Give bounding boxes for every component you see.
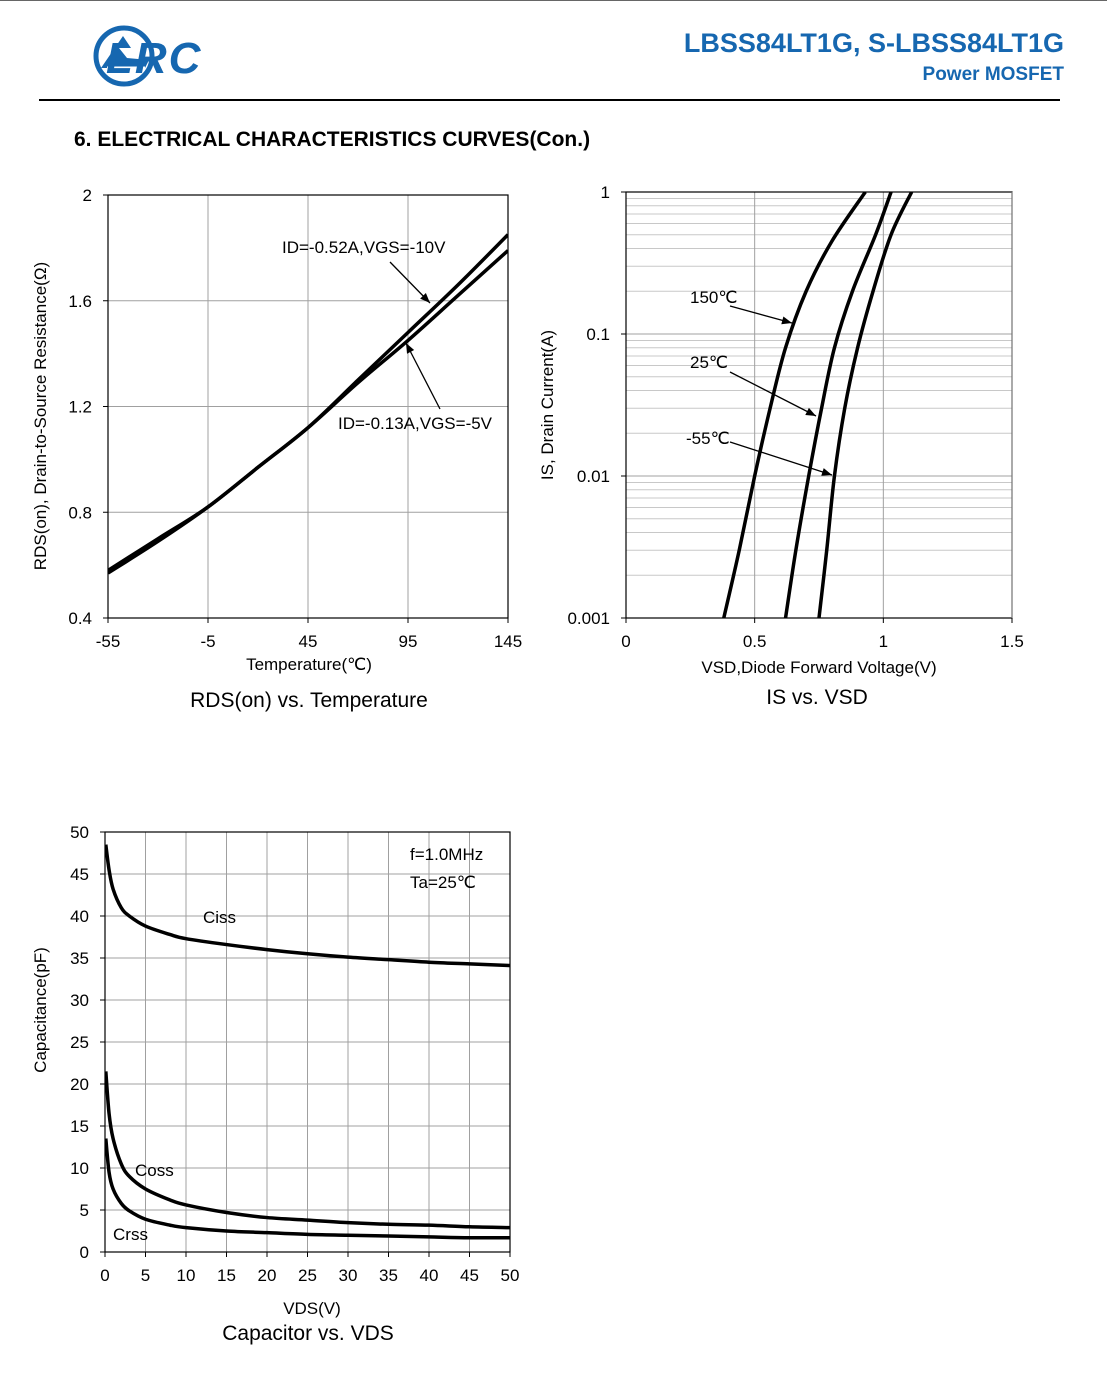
cap-x-tick-label: 0 bbox=[100, 1266, 109, 1285]
section-title: 6. ELECTRICAL CHARACTERISTICS CURVES(Con… bbox=[74, 128, 591, 151]
cap-annotation-coss: Coss bbox=[135, 1161, 174, 1180]
rds-y-tick-label: 0.4 bbox=[68, 609, 92, 628]
cap-y-tick-label: 5 bbox=[80, 1201, 89, 1220]
rds-x-tick-label: 95 bbox=[399, 632, 418, 651]
isvsd-annotation-arrow-150c-head bbox=[781, 316, 792, 325]
cap-y-tick-label: 20 bbox=[70, 1075, 89, 1094]
cap-annotation-ciss: Ciss bbox=[203, 908, 236, 927]
cap-y-tick-label: 30 bbox=[70, 991, 89, 1010]
cap-y-tick-label: 15 bbox=[70, 1117, 89, 1136]
rds-x-tick-label: -5 bbox=[200, 632, 215, 651]
isvsd-y-tick-label: 1 bbox=[601, 183, 610, 202]
rds-series-line-id-0-13a-vgs-5v bbox=[108, 249, 508, 575]
cap-x-tick-label: 25 bbox=[298, 1266, 317, 1285]
rds-annotation-vgs10: ID=-0.52A,VGS=-10V bbox=[282, 238, 446, 257]
rds-x-tick-label: 45 bbox=[299, 632, 318, 651]
cap-y-tick-label: 25 bbox=[70, 1033, 89, 1052]
isvsd-annotation-arrow-25c-head bbox=[805, 407, 816, 416]
cap-x-tick-label: 45 bbox=[460, 1266, 479, 1285]
cap-series-line-crss bbox=[105, 1138, 510, 1240]
rds-y-tick-label: 1.6 bbox=[68, 292, 92, 311]
cap-y-tick-label: 10 bbox=[70, 1159, 89, 1178]
isvsd-x-tick-label: 0 bbox=[621, 632, 630, 651]
cap-x-tick-label: 40 bbox=[420, 1266, 439, 1285]
cap-caption: Capacitor vs. VDS bbox=[222, 1322, 394, 1345]
cap-y-tick-label: 50 bbox=[70, 823, 89, 842]
isvsd-x-tick-label: 0.5 bbox=[743, 632, 767, 651]
isvsd-series-line-55 bbox=[817, 192, 914, 618]
isvsd-caption: IS vs. VSD bbox=[766, 686, 868, 709]
cap-x-tick-label: 5 bbox=[141, 1266, 150, 1285]
cap-y-tick-label: 35 bbox=[70, 949, 89, 968]
cap-x-tick-label: 20 bbox=[258, 1266, 277, 1285]
cap-x-tick-label: 35 bbox=[379, 1266, 398, 1285]
isvsd-annotation-150c: 150℃ bbox=[690, 288, 737, 307]
cap-y-tick-label: 40 bbox=[70, 907, 89, 926]
isvsd-annotation-25c: 25℃ bbox=[690, 353, 728, 372]
cap-y-axis-label: Capacitance(pF) bbox=[31, 947, 50, 1073]
isvsd-series-line-25 bbox=[783, 192, 893, 618]
isvsd-y-axis-label: IS, Drain Current(A) bbox=[538, 330, 557, 480]
cap-x-tick-label: 10 bbox=[177, 1266, 196, 1285]
rds-caption: RDS(on) vs. Temperature bbox=[190, 689, 428, 712]
cap-x-tick-label: 30 bbox=[339, 1266, 358, 1285]
cap-y-tick-label: 0 bbox=[80, 1243, 89, 1262]
cap-annotation-crss: Crss bbox=[113, 1225, 148, 1244]
rds-annotation-arrow-vgs5 bbox=[405, 342, 441, 410]
isvsd-plot-frame bbox=[625, 191, 1013, 619]
isvsd-y-tick-label: 0.1 bbox=[586, 325, 610, 344]
part-number: LBSS84LT1G, S-LBSS84LT1G bbox=[683, 28, 1064, 58]
rds-annotation-vgs5: ID=-0.13A,VGS=-5V bbox=[338, 414, 493, 433]
cap-x-tick-label: 50 bbox=[501, 1266, 520, 1285]
isvsd-y-tick-label: 0.001 bbox=[567, 609, 610, 628]
cap-x-tick-label: 15 bbox=[217, 1266, 236, 1285]
rds-annotation-arrow-vgs5-head bbox=[406, 343, 415, 354]
isvsd-annotation-arrow-25c bbox=[729, 371, 817, 417]
cap-condition-frequency: f=1.0MHz bbox=[410, 845, 483, 864]
isvsd-annotation-arrow-150c bbox=[729, 305, 793, 324]
product-subtitle: Power MOSFET bbox=[922, 64, 1064, 85]
cap-series-line-ciss bbox=[105, 844, 510, 968]
rds-y-tick-label: 0.8 bbox=[68, 503, 92, 522]
lrc-wing-logo-icon bbox=[93, 25, 155, 87]
top-border bbox=[0, 0, 1107, 1]
isvsd-annotation-minus55c: -55℃ bbox=[686, 429, 730, 448]
rds-x-tick-label: 145 bbox=[494, 632, 522, 651]
rds-y-tick-label: 2 bbox=[83, 186, 92, 205]
rds-y-axis-label: RDS(on), Drain-to-Source Resistance(Ω) bbox=[31, 262, 50, 570]
rds-y-tick-label: 1.2 bbox=[68, 398, 92, 417]
header-divider bbox=[39, 99, 1060, 101]
rds-x-tick-label: -55 bbox=[96, 632, 121, 651]
rds-x-axis-label: Temperature(℃) bbox=[246, 655, 372, 674]
isvsd-series-line-150 bbox=[722, 192, 867, 618]
rds-annotation-arrow-vgs10-head bbox=[420, 293, 430, 303]
isvsd-x-axis-label: VSD,Diode Forward Voltage(V) bbox=[701, 658, 936, 677]
cap-y-tick-label: 45 bbox=[70, 865, 89, 884]
isvsd-x-tick-label: 1.5 bbox=[1000, 632, 1024, 651]
isvsd-y-tick-label: 0.01 bbox=[577, 467, 610, 486]
cap-x-axis-label: VDS(V) bbox=[283, 1299, 341, 1318]
isvsd-annotation-arrow-minus55c-head bbox=[821, 468, 832, 476]
cap-condition-temperature: Ta=25℃ bbox=[410, 873, 476, 892]
isvsd-x-tick-label: 1 bbox=[879, 632, 888, 651]
brand-name: LRC bbox=[106, 34, 203, 83]
isvsd-annotation-arrow-minus55c bbox=[729, 441, 833, 476]
cap-series-line-coss bbox=[105, 1071, 510, 1230]
